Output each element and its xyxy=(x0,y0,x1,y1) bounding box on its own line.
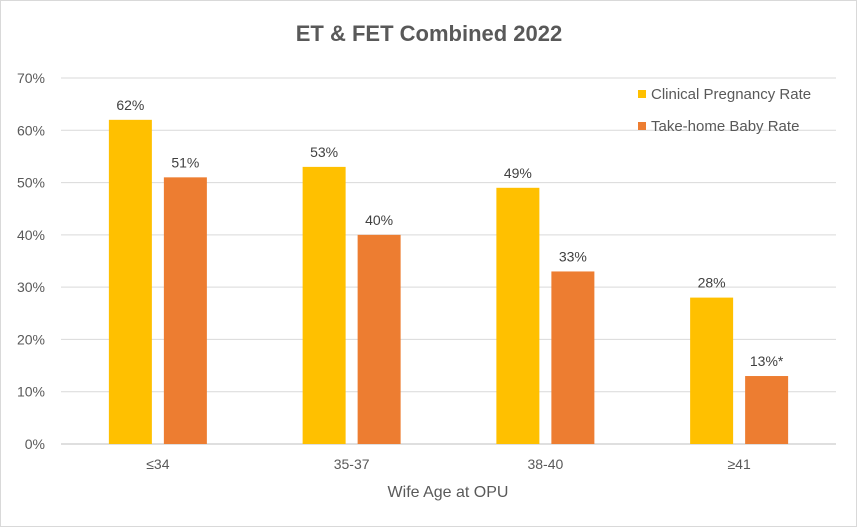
data-label: 13%* xyxy=(750,353,784,369)
data-label: 51% xyxy=(171,154,199,170)
legend-label: Clinical Pregnancy Rate xyxy=(651,86,811,103)
legend-swatch xyxy=(638,122,646,130)
bar xyxy=(357,234,401,444)
chart-title: ET & FET Combined 2022 xyxy=(296,21,563,46)
bar xyxy=(690,297,734,444)
x-axis-title: Wife Age at OPU xyxy=(388,484,509,501)
x-tick-label: 38-40 xyxy=(527,456,563,472)
y-tick-label: 20% xyxy=(17,331,45,347)
bar xyxy=(108,119,152,444)
bar xyxy=(745,376,789,444)
y-axis: 0% 10% 20% 30% 40% 50% 60% 70% xyxy=(17,70,45,452)
legend-swatch xyxy=(638,90,646,98)
bar xyxy=(163,177,207,445)
x-tick-label: ≤34 xyxy=(146,456,169,472)
y-tick-label: 60% xyxy=(17,122,45,138)
y-tick-label: 30% xyxy=(17,279,45,295)
x-axis: ≤34 35-37 38-40 ≥41 xyxy=(146,456,751,472)
data-label: 49% xyxy=(504,165,532,181)
x-tick-label: 35-37 xyxy=(334,456,370,472)
data-label: 53% xyxy=(310,144,338,160)
data-label: 62% xyxy=(116,97,144,113)
legend-label: Take-home Baby Rate xyxy=(651,118,799,135)
bar xyxy=(302,166,346,444)
x-tick-label: ≥41 xyxy=(727,456,750,472)
data-label: 28% xyxy=(698,275,726,291)
bar xyxy=(551,271,595,444)
y-tick-label: 50% xyxy=(17,175,45,191)
data-label: 40% xyxy=(365,212,393,228)
bar xyxy=(496,187,540,445)
y-tick-label: 10% xyxy=(17,384,45,400)
y-tick-label: 70% xyxy=(17,70,45,86)
data-label: 33% xyxy=(559,248,587,264)
y-tick-label: 0% xyxy=(25,436,45,452)
bars: 62% 51% 53% 40% 49% 33% 28% 13%* xyxy=(108,97,789,445)
legend: Clinical Pregnancy Rate Take-home Baby Ra… xyxy=(638,86,811,135)
y-tick-label: 40% xyxy=(17,227,45,243)
